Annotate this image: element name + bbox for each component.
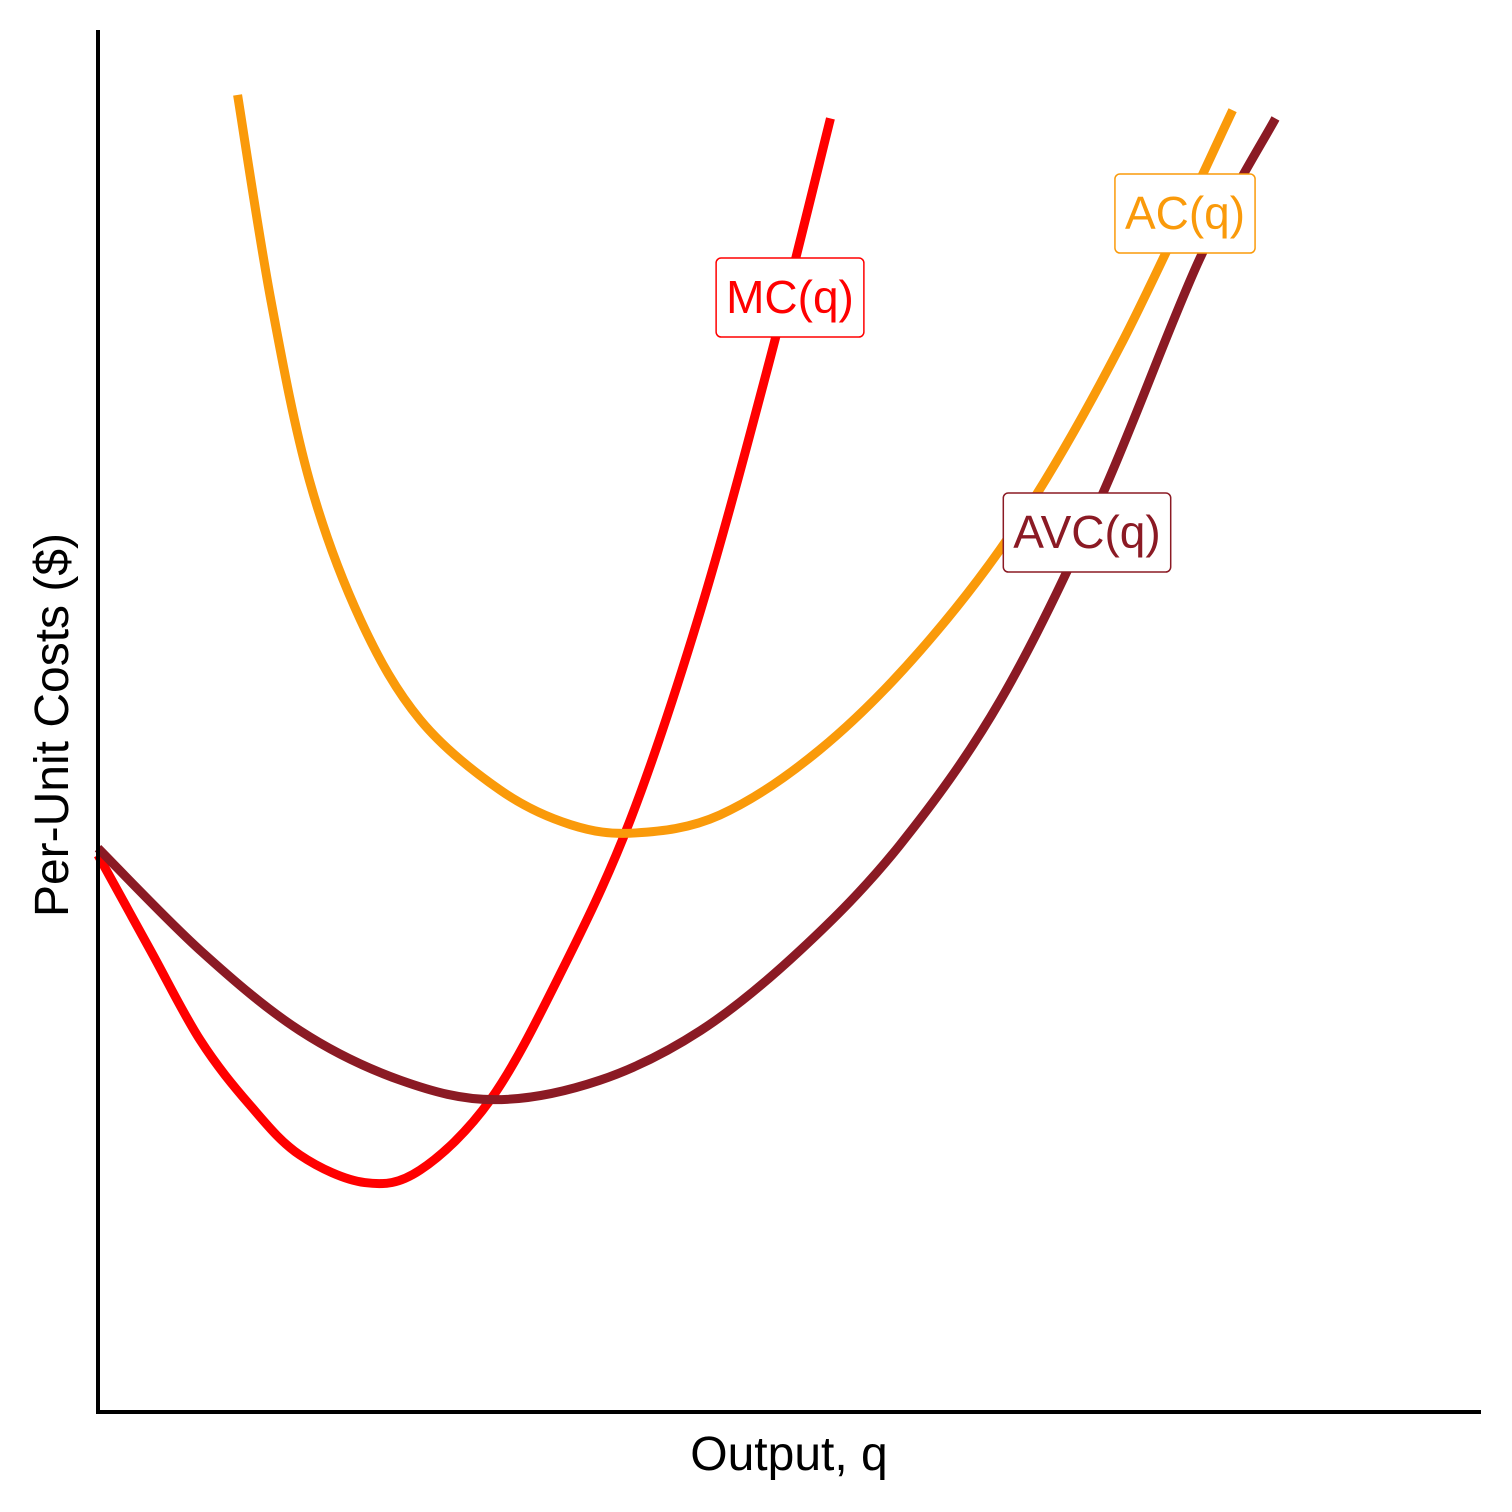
curve-labels: MC(q) AC(q) AVC(q) (715, 173, 1256, 573)
y-axis-title: Per-Unit Costs ($) (26, 533, 79, 917)
curve-label-group: AVC(q) (1002, 492, 1172, 573)
label-box (1114, 173, 1256, 254)
curve-label-group: MC(q) (715, 257, 865, 338)
curve-label: AVC(q) (1013, 506, 1160, 558)
label-box (1002, 492, 1172, 573)
curves (94, 94, 1280, 1189)
label-box (715, 257, 865, 338)
curve (233, 94, 1237, 838)
curve-label: MC(q) (726, 271, 854, 323)
curve-label-group: AC(q) (1114, 173, 1256, 254)
curve (94, 116, 1280, 1105)
x-axis-title: Output, q (690, 1428, 887, 1481)
curve-label: AC(q) (1125, 187, 1245, 239)
